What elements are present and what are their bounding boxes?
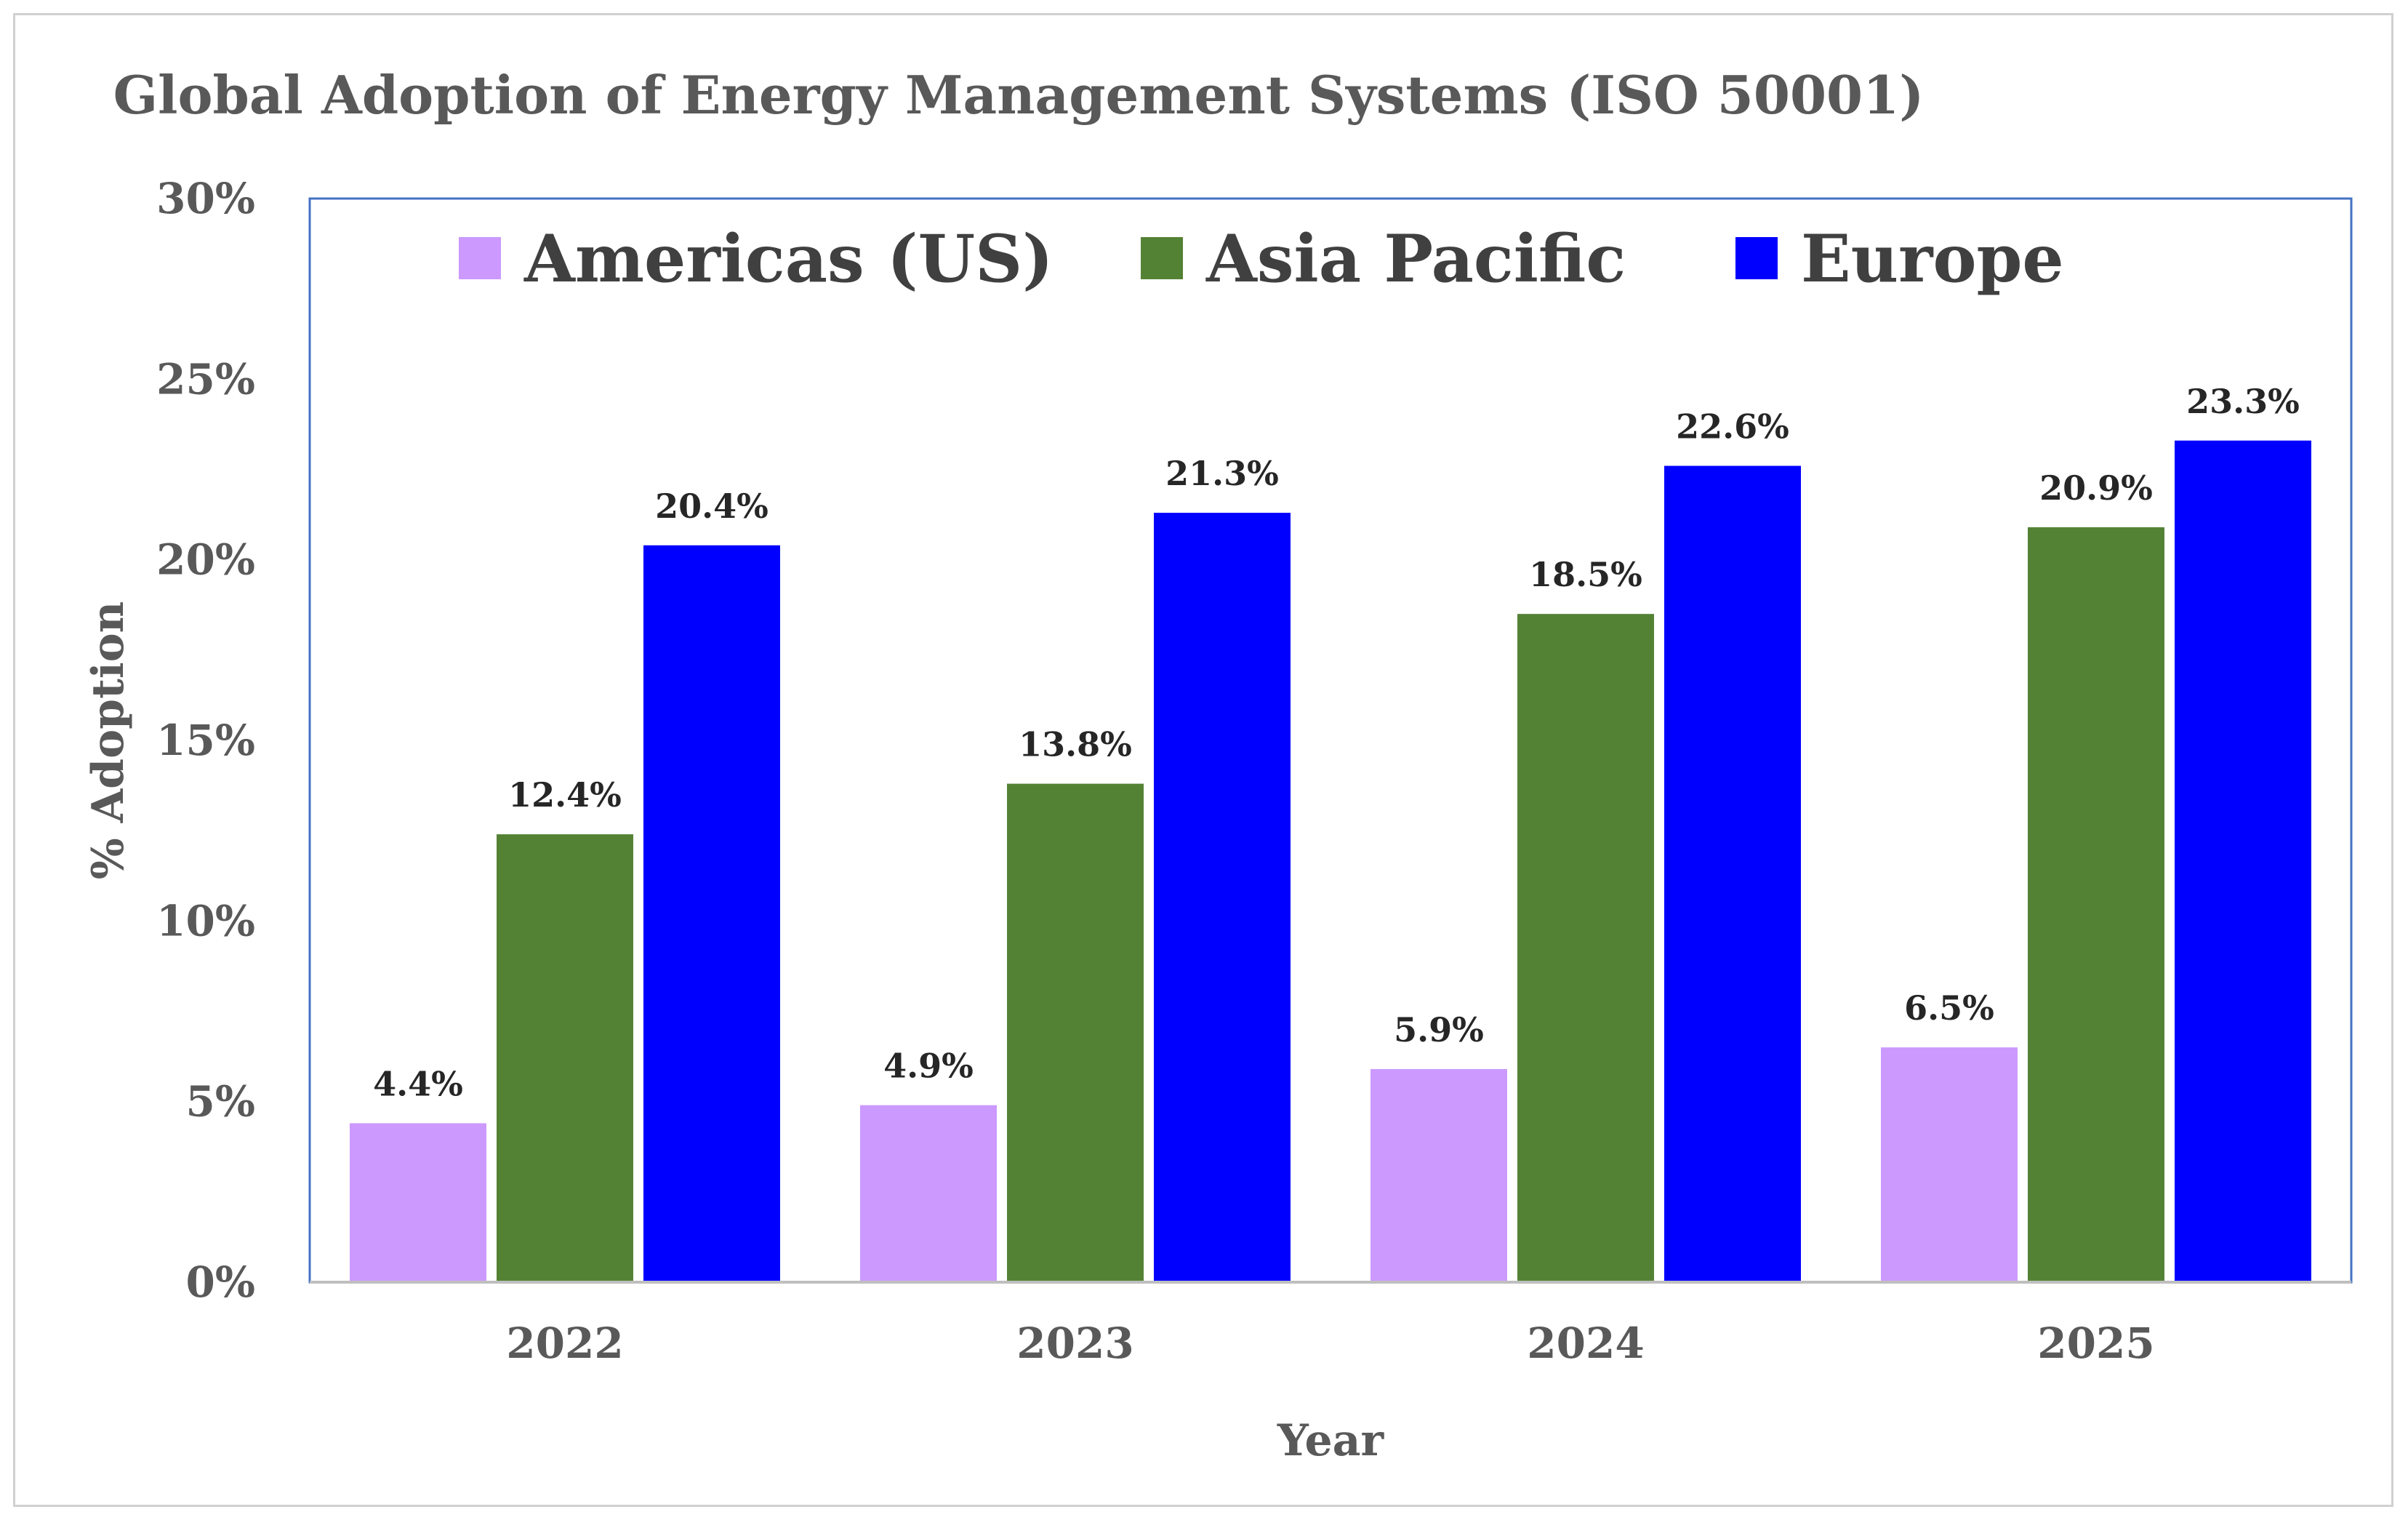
bar [497,834,633,1282]
x-tick-label: 2023 [1016,1319,1133,1368]
legend: Americas (US) Asia Pacific Europe [459,220,2064,297]
y-tick-label: 30% [156,174,255,223]
bar-data-label: 4.9% [883,1047,974,1086]
bar [2175,440,2311,1283]
chart-frame: Global Adoption of Energy Management Sys… [13,13,2393,1507]
x-axis-ticks: 2022 2023 2024 2025 [506,1319,2154,1368]
y-tick-label: 0% [186,1257,255,1307]
bar [1007,783,1144,1282]
bar-data-label: 22.6% [1676,407,1789,447]
legend-label: Asia Pacific [1205,220,1626,297]
bar-data-label: 12.4% [508,775,622,815]
x-axis-title: Year [1277,1415,1385,1466]
bar-data-label: 18.5% [1529,555,1642,594]
bars [350,440,2311,1283]
y-axis-title: % Adoption [83,601,134,880]
y-tick-label: 20% [156,535,255,585]
data-labels: 4.4% 12.4% 20.4% 4.9% 13.8% 21.3% 5.9% 18.5% 22.… [373,382,2300,1104]
bar-data-label: 6.5% [1904,988,1994,1028]
bar [350,1123,486,1282]
bar-data-label: 4.4% [373,1064,463,1103]
bar-data-label: 20.4% [655,487,768,526]
bar [2028,527,2164,1282]
bar [1154,513,1291,1282]
bar [643,545,780,1282]
legend-label: Americas (US) [523,220,1054,297]
x-tick-label: 2022 [506,1319,623,1368]
y-tick-label: 15% [156,716,255,765]
y-tick-label: 5% [186,1077,255,1127]
bar [1517,614,1654,1282]
legend-label: Europe [1801,220,2064,297]
bar-data-label: 13.8% [1019,725,1132,764]
legend-swatch [459,237,501,279]
y-tick-label: 10% [156,896,255,945]
bar [1370,1068,1507,1282]
bar-data-label: 21.3% [1165,454,1279,493]
bar-data-label: 20.9% [2039,468,2153,508]
bar [860,1105,997,1282]
legend-swatch [1141,237,1183,279]
chart-title: Global Adoption of Energy Management Sys… [113,64,1925,126]
legend-swatch [1735,237,1778,279]
y-tick-label: 25% [156,354,255,404]
bar-data-label: 5.9% [1394,1010,1484,1049]
bar [1664,465,1801,1282]
x-tick-label: 2024 [1527,1319,1644,1368]
bar [1881,1047,2018,1282]
bar-data-label: 23.3% [2186,382,2300,421]
y-axis-ticks: 0% 5% 10% 15% 20% 25% 30% [156,174,255,1307]
x-tick-label: 2025 [2037,1319,2154,1368]
bar-chart: Global Adoption of Energy Management Sys… [83,64,2353,1466]
